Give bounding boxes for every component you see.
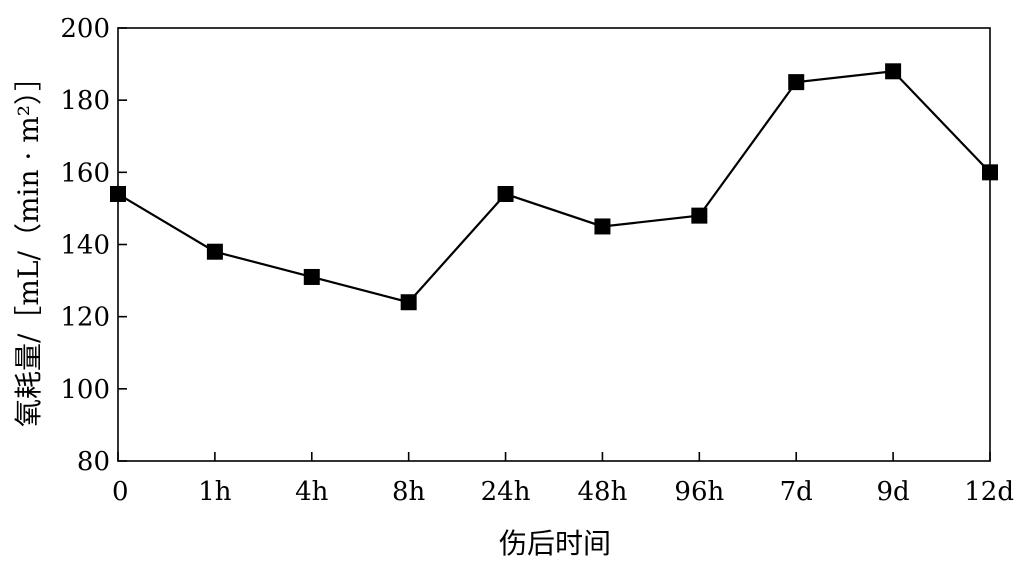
x-tick-label: 24h bbox=[481, 477, 531, 507]
y-tick-label: 180 bbox=[60, 86, 110, 116]
data-point bbox=[110, 185, 126, 202]
data-point bbox=[303, 268, 320, 285]
x-axis-label: 伤后时间 bbox=[499, 527, 611, 560]
data-point bbox=[691, 207, 708, 224]
x-tick-label: 96h bbox=[674, 477, 724, 507]
y-tick-label: 120 bbox=[60, 303, 110, 333]
y-axis-label: 氧耗量/［mL/（min · m²）］ bbox=[12, 63, 45, 427]
y-tick-label: 100 bbox=[60, 375, 110, 405]
data-point bbox=[788, 74, 805, 91]
series-layer bbox=[110, 63, 998, 311]
data-point bbox=[206, 243, 223, 260]
x-tick-label: 4h bbox=[295, 477, 329, 507]
y-tick-label: 200 bbox=[60, 14, 110, 44]
x-tick-label: 0 bbox=[112, 477, 129, 507]
series-line bbox=[117, 70, 991, 304]
data-point bbox=[497, 185, 514, 202]
y-tick-label: 140 bbox=[60, 231, 110, 261]
data-point bbox=[982, 164, 998, 181]
x-tick-label: 48h bbox=[578, 477, 628, 507]
x-tick-label: 12d bbox=[964, 477, 1014, 507]
x-tick-label: 7d bbox=[780, 477, 813, 507]
x-tick-label: 1h bbox=[198, 477, 232, 507]
x-tick-label: 9d bbox=[877, 477, 910, 507]
data-point bbox=[885, 63, 902, 80]
data-point bbox=[594, 218, 611, 235]
y-tick-label: 80 bbox=[77, 447, 110, 477]
y-tick-label: 160 bbox=[60, 158, 110, 188]
data-point bbox=[400, 294, 417, 311]
axes: 80 100 120 140 160 180 200 0 1h 4h 8h 24h 48h 96h 7d 9d… bbox=[60, 14, 1014, 507]
x-tick-label: 8h bbox=[392, 477, 426, 507]
plot-frame bbox=[117, 27, 991, 462]
